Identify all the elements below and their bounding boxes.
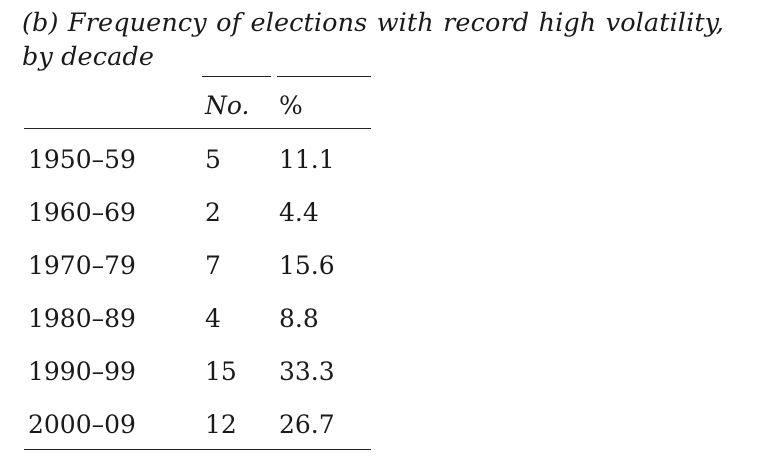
decade-cell: 1990–99 <box>28 357 136 386</box>
count-cell: 2 <box>205 198 221 227</box>
percent-cell: 11.1 <box>279 145 335 174</box>
count-cell: 12 <box>205 410 237 439</box>
count-cell: 4 <box>205 304 221 333</box>
top-rule-count-column <box>202 76 271 77</box>
percent-cell: 33.3 <box>279 357 335 386</box>
percent-cell: 26.7 <box>279 410 335 439</box>
decade-cell: 1950–59 <box>28 145 136 174</box>
decade-cell: 1980–89 <box>28 304 136 333</box>
count-cell: 5 <box>205 145 221 174</box>
header-percent: % <box>279 91 303 120</box>
percent-cell: 4.4 <box>279 198 319 227</box>
count-cell: 15 <box>205 357 237 386</box>
decade-cell: 2000–09 <box>28 410 136 439</box>
percent-cell: 15.6 <box>279 251 335 280</box>
header-rule <box>24 128 371 129</box>
decade-cell: 1970–79 <box>28 251 136 280</box>
bottom-rule <box>24 449 371 450</box>
header-count: No. <box>205 91 250 120</box>
top-rule-percent-column <box>277 76 371 77</box>
count-cell: 7 <box>205 251 221 280</box>
table-caption: (b) Frequency of elections with record h… <box>22 8 724 72</box>
percent-cell: 8.8 <box>279 304 319 333</box>
decade-cell: 1960–69 <box>28 198 136 227</box>
